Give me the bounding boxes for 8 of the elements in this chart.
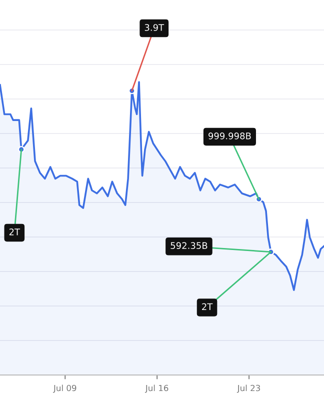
x-tick-label: Jul 09 [53, 384, 76, 393]
annotation: 592.35B [170, 242, 208, 250]
annotation: 2T [9, 228, 20, 236]
x-tick-label: Jul 23 [236, 384, 260, 393]
annotation: 999.998B [208, 132, 251, 140]
x-tick-label: Jul 16 [144, 384, 168, 393]
annotation: 3.9T [144, 24, 164, 31]
annotation: 2T [202, 303, 213, 310]
